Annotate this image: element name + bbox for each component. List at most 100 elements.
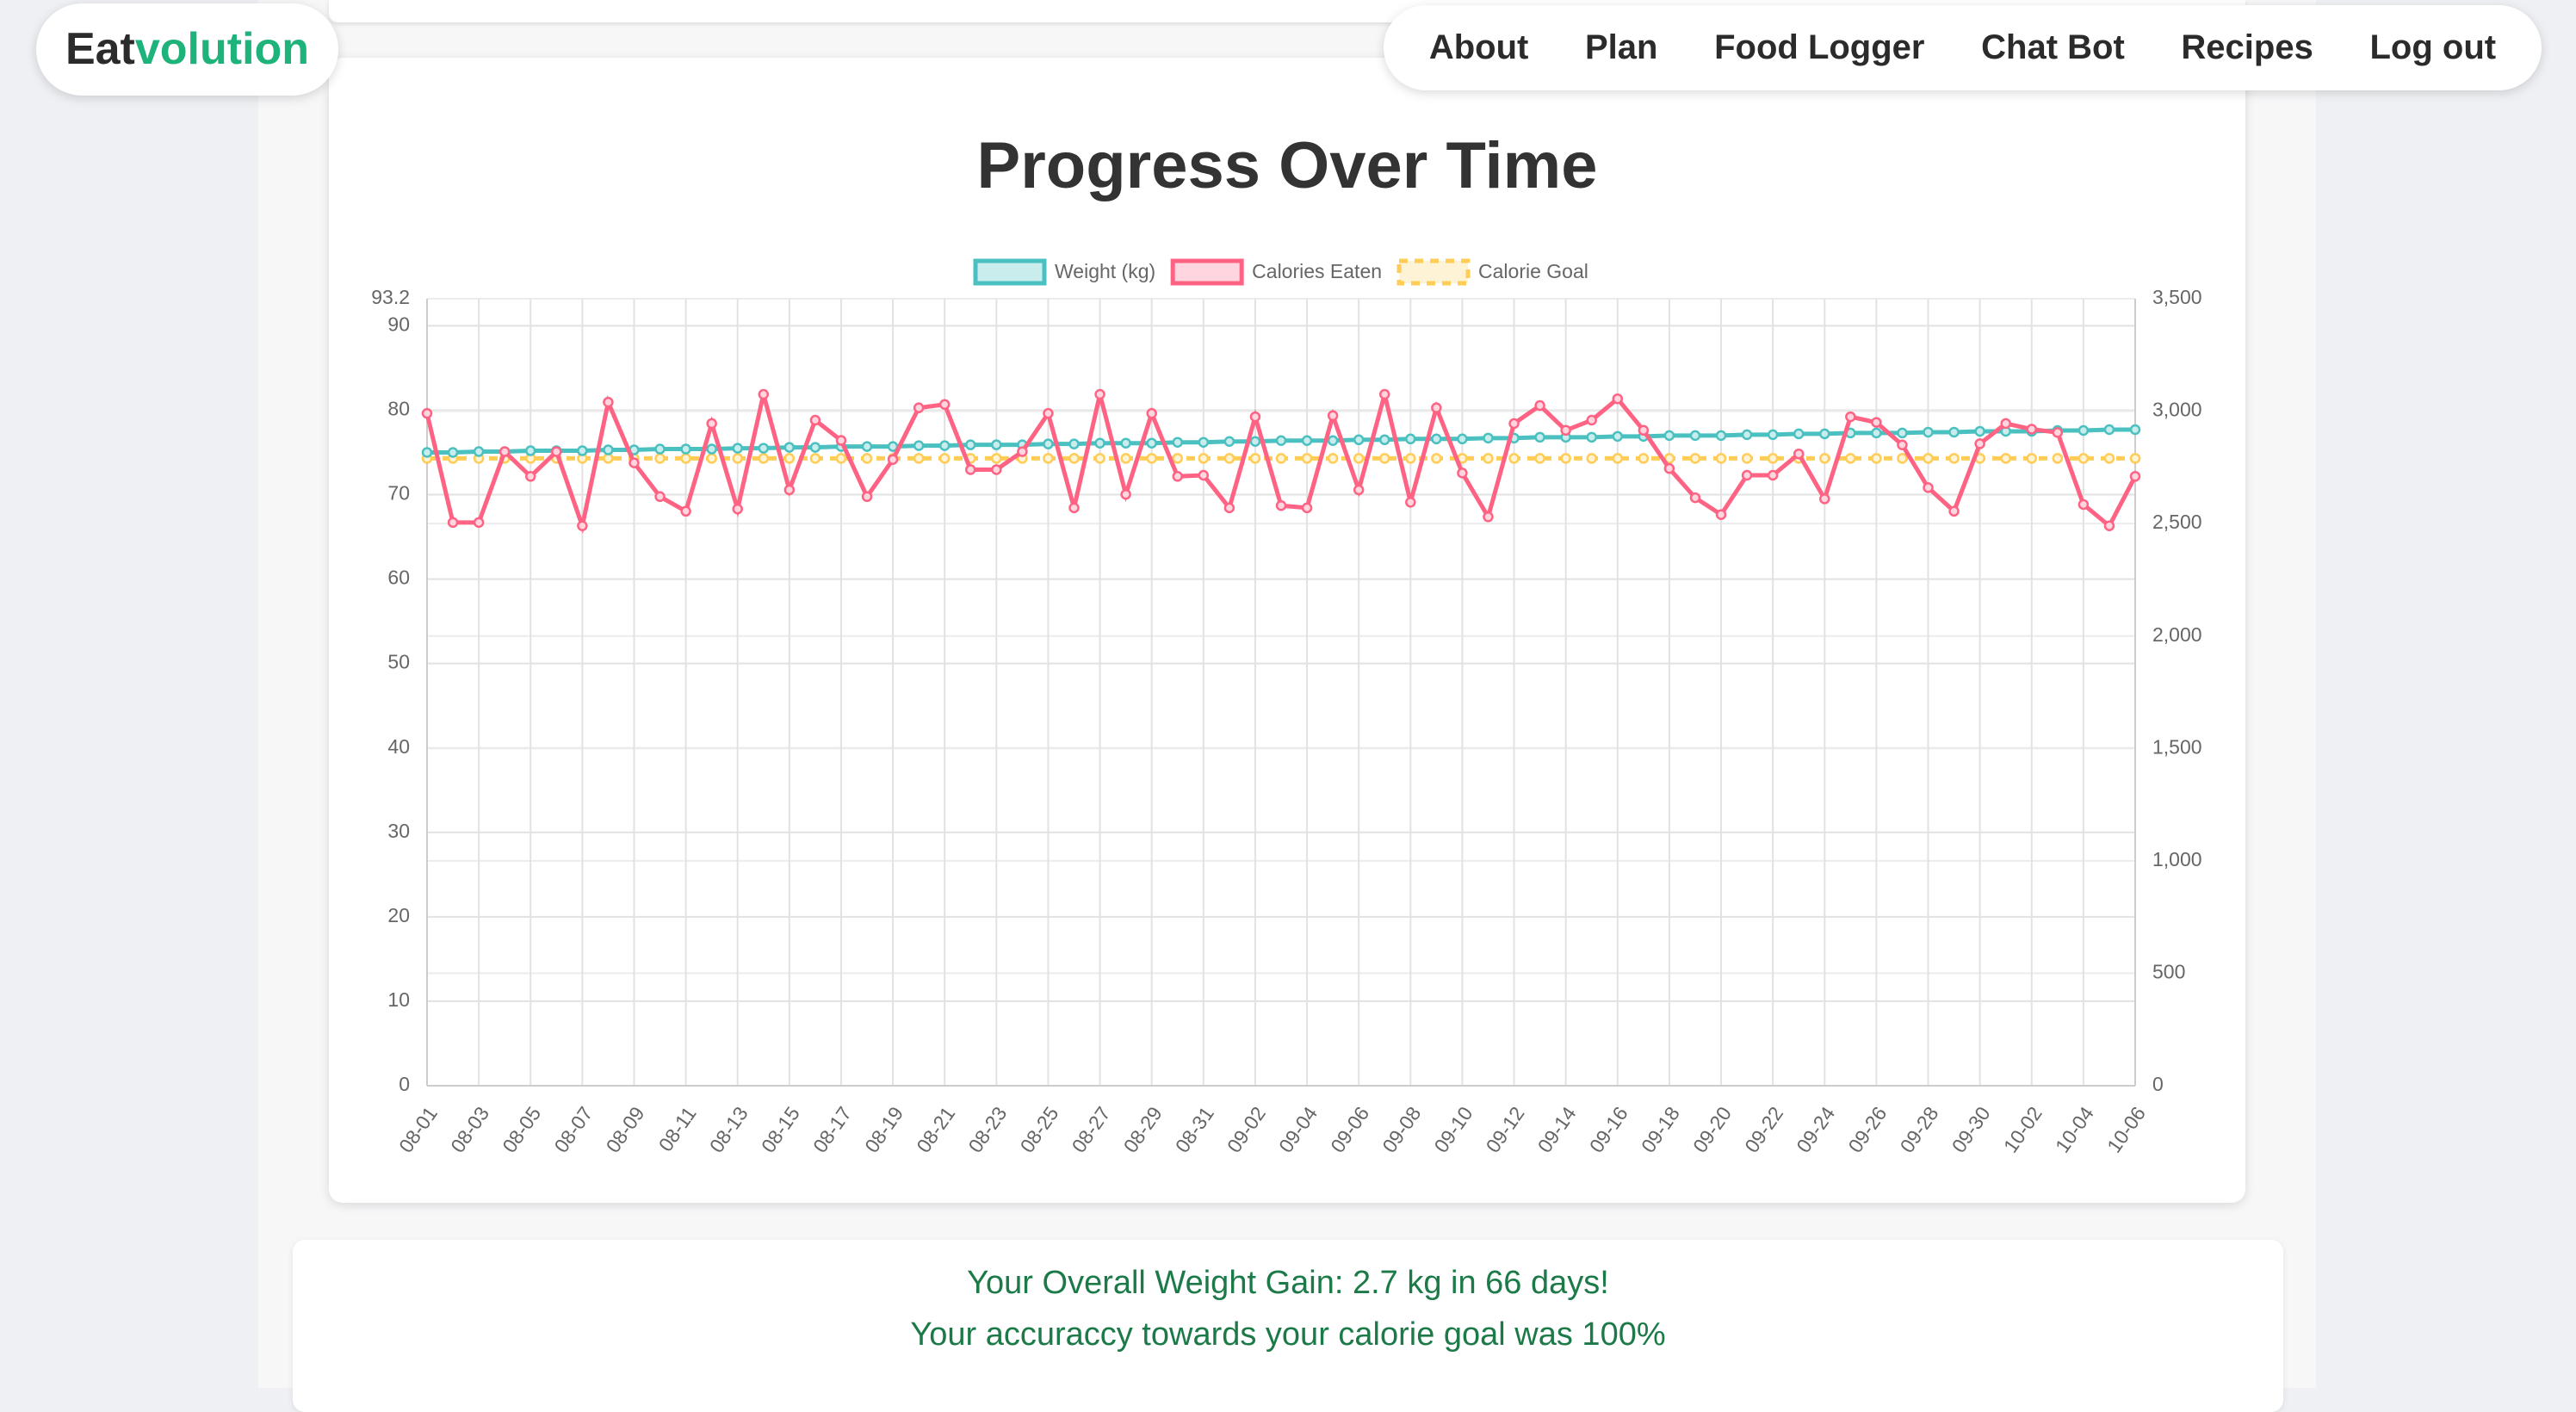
data-point [1223,453,1235,464]
x-tick-label: 08-01 [394,1102,442,1156]
y-tick-label: 93.2 [371,286,410,308]
data-point [2103,453,2115,464]
y-tick-label: 60 [387,567,410,589]
data-point [1353,434,1365,446]
data-point [2129,471,2141,482]
data-point [809,453,821,464]
data-point [1405,497,1416,508]
nav-link[interactable]: Plan [1584,28,1658,66]
y-tick-label: 30 [387,820,410,842]
nav-link[interactable]: Chat Bot [1981,28,2125,66]
x-tick-label: 09-16 [1585,1102,1632,1156]
data-point [1327,410,1339,422]
x-tick-label: 09-06 [1326,1102,1373,1156]
data-point [654,491,666,503]
y-tick-label: 10 [387,988,410,1011]
data-point [1871,453,1882,464]
data-point [1793,448,1805,460]
data-point [1378,434,1390,446]
data-point [758,443,770,454]
x-tick-label: 09-24 [1792,1102,1839,1156]
x-tick-label: 08-31 [1171,1102,1218,1156]
data-point [1043,407,1054,419]
nav-bar: About Plan Food Logger Chat Bot Recipes … [1384,5,2542,90]
data-point [447,447,459,458]
data-point [1974,438,1985,449]
x-tick-label: 09-30 [1947,1102,1995,1156]
legend-label: Calories Eaten [1252,260,1382,282]
nav-link[interactable]: Recipes [2181,28,2313,66]
data-point [2129,453,2141,464]
data-point [1198,437,1210,448]
data-point [1431,453,1442,464]
data-point [1689,430,1701,442]
x-tick-label: 10-02 [1999,1102,2047,1156]
y-tick-label: 0 [399,1073,410,1095]
x-tick-label: 09-10 [1429,1102,1477,1156]
logo-text: volution [134,24,310,74]
data-point [551,446,562,457]
data-point [1483,453,1494,464]
data-point [1327,435,1339,447]
x-tick-label: 09-02 [1223,1102,1270,1156]
y-tick-label: 40 [387,735,410,758]
data-point [861,453,873,464]
x-tick-label: 08-17 [808,1102,856,1156]
data-point [1198,469,1210,481]
data-point [1457,468,1468,479]
y2-tick-label: 1,500 [2152,735,2202,758]
data-point [1431,433,1442,445]
data-point [421,407,433,419]
data-point [1198,453,1210,464]
data-point [1767,429,1779,441]
data-point [680,453,691,464]
nav-link[interactable]: Log out [2369,28,2497,66]
data-point [835,435,847,446]
summary-card: Your Overall Weight Gain: 2.7 kg in 66 d… [293,1240,2283,1412]
nav-link[interactable]: About [1428,28,1529,66]
logo[interactable]: Eatvolution [36,3,338,96]
summary-line: Your accuraccy towards your calorie goal… [910,1316,1666,1353]
data-point [1741,453,1753,464]
data-point [1301,502,1313,514]
nav-link[interactable]: Food Logger [1714,28,1925,66]
data-point [1819,428,1830,440]
data-point [758,388,770,400]
data-point [1017,446,1028,457]
x-tick-label: 08-29 [1119,1102,1167,1156]
x-tick-label: 09-04 [1274,1102,1322,1156]
data-point [1871,417,1882,428]
data-point [991,464,1002,475]
data-point [603,453,614,464]
x-tick-label: 09-28 [1896,1102,1943,1156]
data-point [887,454,899,465]
data-point [758,453,770,464]
data-point [1172,453,1184,464]
chart-title: Progress Over Time [977,129,1598,202]
data-point [1663,430,1675,442]
data-point [2052,427,2064,438]
data-point [1974,425,1985,437]
data-point [1534,453,1545,464]
data-point [1275,435,1287,447]
data-point [783,484,796,496]
data-point [1612,453,1624,464]
data-point [524,471,536,482]
data-point [1845,453,1856,464]
x-tick-label: 08-23 [963,1102,1011,1156]
data-point [1638,453,1650,464]
data-point [1483,511,1494,523]
data-point [498,446,511,457]
data-point [473,517,485,529]
x-tick-label: 08-13 [705,1102,752,1156]
data-point [524,445,536,456]
data-point [809,414,821,426]
data-point [680,505,691,517]
data-point [1275,500,1287,511]
data-point [1845,411,1856,423]
data-point [1172,471,1184,482]
data-point [1483,432,1494,444]
data-point [706,418,717,430]
data-point [732,453,743,464]
data-point [1146,407,1157,419]
